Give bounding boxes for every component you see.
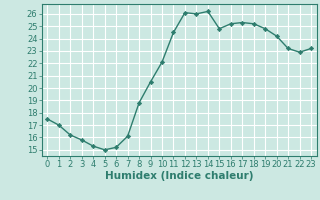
X-axis label: Humidex (Indice chaleur): Humidex (Indice chaleur) [105,171,253,181]
